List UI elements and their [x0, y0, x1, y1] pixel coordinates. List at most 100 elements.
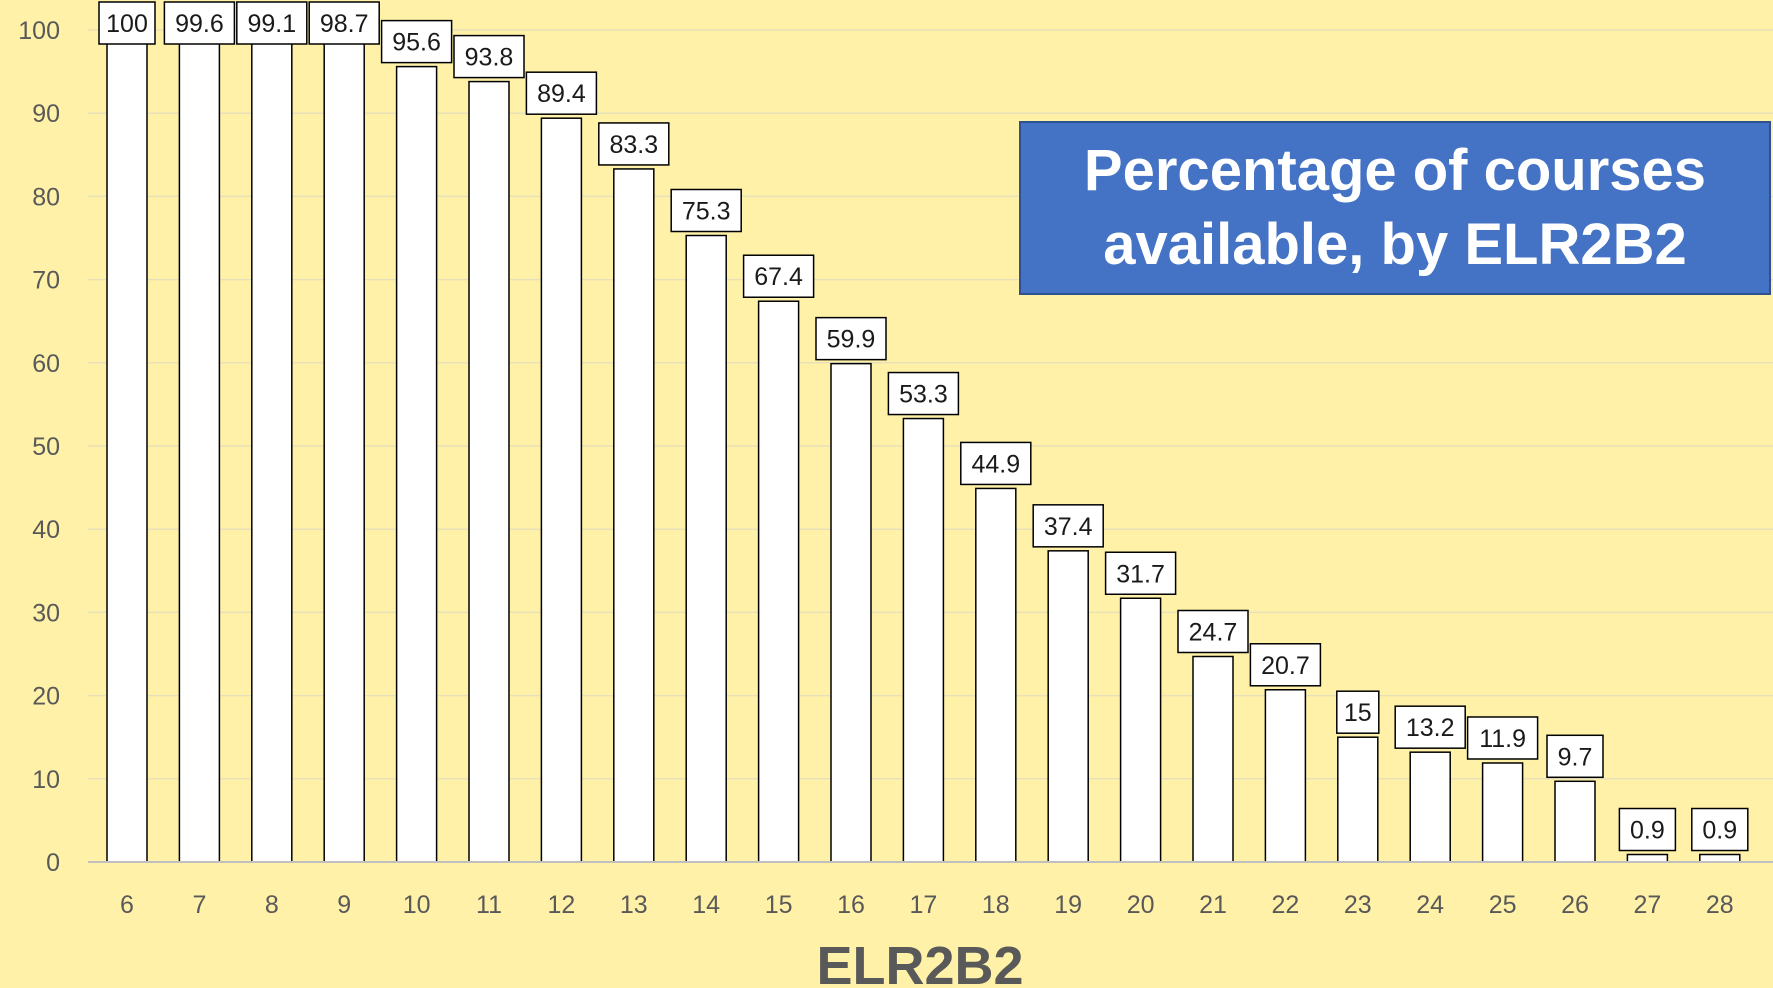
bar — [1337, 736, 1379, 863]
data-label-text: 15 — [1344, 699, 1372, 727]
data-label-text: 95.6 — [392, 29, 441, 57]
data-label-box — [98, 1, 156, 45]
y-tick-label: 60 — [32, 350, 60, 378]
x-tick-label: 23 — [1344, 891, 1372, 919]
y-axis-ticks: 0 10 20 30 40 50 60 70 80 90 100 — [18, 17, 60, 877]
data-label: 31.7 — [1104, 551, 1177, 596]
x-tick-label: 22 — [1271, 891, 1299, 919]
data-label-box — [1336, 690, 1380, 734]
bar — [540, 117, 583, 863]
data-label: 67.4 — [742, 254, 815, 298]
y-tick-label: 10 — [32, 766, 60, 794]
data-label-box — [598, 122, 670, 166]
data-label-box — [815, 316, 887, 361]
bar — [613, 168, 655, 863]
data-label-text: 13.2 — [1406, 714, 1455, 742]
x-tick-label: 24 — [1416, 891, 1444, 919]
y-tick-label: 50 — [32, 433, 60, 461]
bar — [685, 234, 727, 863]
chart-title: Percentage of courses available, by ELR2… — [1083, 138, 1707, 277]
bar — [395, 65, 438, 863]
bar — [902, 417, 945, 863]
bar — [757, 300, 800, 863]
data-label: 20.7 — [1249, 643, 1322, 687]
bar — [1119, 597, 1162, 863]
data-label-text: 59.9 — [827, 326, 876, 354]
data-label: 44.9 — [960, 441, 1032, 486]
data-label-box — [887, 371, 960, 416]
data-label: 99.6 — [163, 1, 236, 45]
data-label-box — [236, 1, 308, 45]
y-tick-label: 0 — [46, 849, 60, 877]
data-label-box — [1104, 551, 1177, 596]
x-tick-label: 6 — [120, 891, 134, 919]
data-label-text: 9.7 — [1558, 743, 1593, 771]
bar — [1264, 689, 1307, 863]
x-tick-label: 10 — [403, 891, 431, 919]
data-label-text: 20.7 — [1261, 652, 1310, 680]
bar — [1409, 751, 1451, 863]
data-label-box — [960, 441, 1032, 486]
data-label-box — [453, 34, 525, 79]
x-tick-label: 12 — [547, 891, 575, 919]
y-tick-label: 90 — [32, 100, 60, 128]
data-label-text: 98.7 — [320, 10, 369, 38]
data-label-box — [308, 1, 380, 45]
data-label-text: 67.4 — [754, 263, 803, 291]
x-tick-label: 19 — [1054, 891, 1082, 919]
data-label-box — [1032, 504, 1104, 548]
bar — [1481, 762, 1524, 863]
data-label-box — [1394, 705, 1466, 749]
data-label: 11.9 — [1466, 716, 1539, 760]
y-tick-label: 80 — [32, 183, 60, 211]
bar — [1699, 853, 1741, 863]
data-label: 99.1 — [236, 1, 308, 45]
bar — [1554, 780, 1596, 863]
x-tick-label: 18 — [982, 891, 1010, 919]
data-label-box — [1249, 643, 1322, 687]
x-tick-label: 14 — [692, 891, 720, 919]
bar — [1192, 655, 1234, 863]
y-tick-label: 100 — [18, 17, 60, 45]
bar — [251, 36, 293, 863]
data-label: 83.3 — [598, 122, 670, 166]
data-label: 59.9 — [815, 316, 887, 361]
x-tick-label: 27 — [1633, 891, 1661, 919]
y-tick-label: 70 — [32, 267, 60, 295]
data-label-text: 31.7 — [1116, 560, 1165, 588]
data-label: 0.9 — [1618, 807, 1677, 852]
data-label-text: 100 — [106, 10, 148, 38]
data-label: 9.7 — [1546, 734, 1604, 779]
data-label: 98.7 — [308, 1, 380, 45]
data-label: 24.7 — [1177, 609, 1249, 654]
x-tick-label: 7 — [192, 891, 206, 919]
y-tick-label: 30 — [32, 599, 60, 627]
bar — [975, 487, 1017, 863]
data-label-text: 0.9 — [1702, 817, 1737, 845]
bar — [323, 40, 365, 863]
data-label-text: 37.4 — [1044, 513, 1093, 541]
data-label: 89.4 — [525, 71, 598, 115]
x-tick-label: 11 — [476, 891, 502, 919]
x-axis-title: ELR2B2 — [816, 936, 1023, 988]
bar — [106, 29, 148, 863]
x-tick-label: 28 — [1706, 891, 1734, 919]
data-labels: 100 99.6 99.1 98.7 95.6 93.8 89.4 83.3 75.3 67.4 5… — [98, 1, 1749, 852]
data-label-text: 99.6 — [175, 10, 224, 38]
data-label-text: 0.9 — [1630, 817, 1665, 845]
data-label-text: 75.3 — [682, 198, 731, 226]
data-label-text: 24.7 — [1189, 618, 1238, 646]
bar — [830, 362, 872, 863]
bar — [1047, 550, 1089, 863]
y-tick-label: 40 — [32, 516, 60, 544]
data-label-text: 89.4 — [537, 80, 586, 108]
data-label: 37.4 — [1032, 504, 1104, 548]
x-tick-label: 13 — [620, 891, 648, 919]
data-label-box — [1466, 716, 1539, 760]
data-label: 95.6 — [380, 19, 453, 64]
data-label-box — [670, 188, 742, 233]
x-tick-label: 20 — [1127, 891, 1155, 919]
data-label-box — [1618, 807, 1677, 852]
data-label-text: 11.9 — [1479, 725, 1526, 753]
